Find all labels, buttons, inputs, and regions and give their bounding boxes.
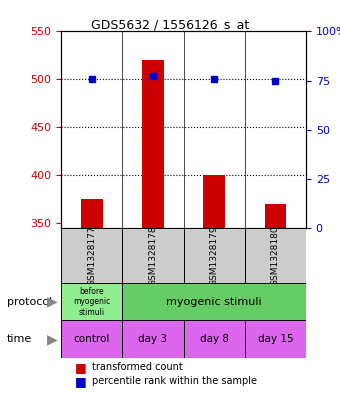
FancyBboxPatch shape [122, 228, 184, 283]
Text: ▶: ▶ [47, 295, 58, 309]
Bar [81, 199, 103, 228]
Text: GSM1328178: GSM1328178 [149, 225, 157, 286]
FancyBboxPatch shape [122, 320, 184, 358]
Text: protocol: protocol [7, 297, 52, 307]
Text: GSM1328177: GSM1328177 [87, 225, 96, 286]
Text: GSM1328179: GSM1328179 [210, 225, 219, 286]
FancyBboxPatch shape [245, 320, 306, 358]
Text: myogenic stimuli: myogenic stimuli [166, 297, 262, 307]
Text: before
myogenic
stimuli: before myogenic stimuli [73, 287, 110, 316]
FancyBboxPatch shape [61, 283, 122, 320]
Text: day 8: day 8 [200, 334, 229, 344]
FancyBboxPatch shape [184, 320, 245, 358]
Text: time: time [7, 334, 32, 344]
Text: ■: ■ [75, 375, 87, 388]
Text: ■: ■ [75, 361, 87, 374]
FancyBboxPatch shape [122, 283, 306, 320]
Text: percentile rank within the sample: percentile rank within the sample [92, 376, 257, 386]
Text: transformed count: transformed count [92, 362, 183, 373]
Bar [265, 204, 286, 228]
Bar [142, 60, 164, 228]
Text: ▶: ▶ [47, 332, 58, 346]
Text: GSM1328180: GSM1328180 [271, 225, 280, 286]
Text: GDS5632 / 1556126_s_at: GDS5632 / 1556126_s_at [91, 18, 249, 31]
FancyBboxPatch shape [61, 320, 122, 358]
FancyBboxPatch shape [184, 228, 245, 283]
Bar [203, 175, 225, 228]
Text: control: control [74, 334, 110, 344]
FancyBboxPatch shape [245, 228, 306, 283]
Text: day 3: day 3 [138, 334, 168, 344]
Text: day 15: day 15 [258, 334, 293, 344]
FancyBboxPatch shape [61, 228, 122, 283]
